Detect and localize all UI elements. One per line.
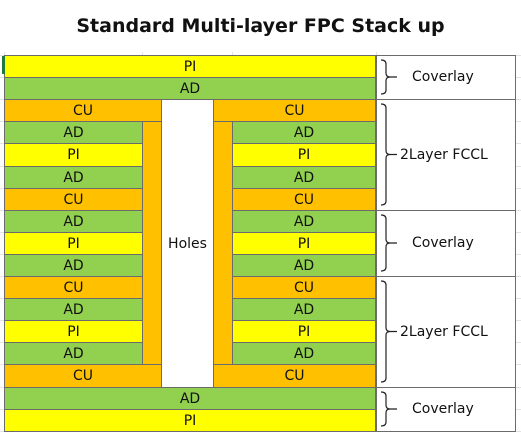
- layer-cu: CU: [213, 99, 376, 122]
- layer-ad: AD: [4, 121, 143, 144]
- layer-ad: AD: [4, 166, 143, 189]
- layer-ad: AD: [232, 210, 376, 233]
- layer-ad: AD: [232, 342, 376, 365]
- layer-cu: CU: [232, 276, 376, 299]
- layer-ad: AD: [232, 166, 376, 189]
- curly-brace-icon: [380, 214, 397, 272]
- layer-cu: CU: [4, 276, 143, 299]
- layer-cu: CU: [4, 364, 162, 388]
- layer-pi: PI: [4, 232, 143, 255]
- layer-pi: PI: [4, 409, 376, 432]
- group-label: Coverlay: [412, 235, 474, 251]
- layer-ad: AD: [232, 298, 376, 321]
- cell-selection-marker: [2, 56, 5, 74]
- layer-ad: AD: [4, 342, 143, 365]
- layer-pi: PI: [232, 320, 376, 343]
- layer-ad: AD: [4, 77, 376, 100]
- layer-ad: AD: [4, 298, 143, 321]
- layer-ad: AD: [4, 210, 143, 233]
- layer-pi: PI: [4, 320, 143, 343]
- layer-cu: CU: [4, 99, 162, 122]
- group-box: [376, 99, 516, 211]
- holes-cell: Holes: [161, 99, 214, 388]
- group-box: [376, 387, 516, 432]
- curly-brace-icon: [380, 280, 397, 383]
- group-label: 2Layer FCCL: [400, 323, 488, 340]
- layer-ad: AD: [232, 254, 376, 277]
- layer-cu: CU: [213, 364, 376, 388]
- layer-ad: AD: [4, 254, 143, 277]
- layer-cu: CU: [232, 188, 376, 211]
- plating-region: [142, 99, 161, 387]
- curly-brace-icon: [380, 103, 397, 206]
- plating-region: [213, 99, 232, 387]
- layer-cu: CU: [4, 188, 143, 211]
- group-box: [376, 55, 516, 100]
- layer-pi: PI: [4, 143, 143, 167]
- curly-brace-icon: [380, 391, 397, 427]
- diagram-title: Standard Multi-layer FPC Stack up: [0, 0, 521, 52]
- layer-pi: PI: [232, 143, 376, 167]
- layer-pi: PI: [232, 232, 376, 255]
- curly-brace-icon: [380, 59, 397, 95]
- layer-ad: AD: [232, 121, 376, 144]
- group-label: Coverlay: [412, 401, 474, 417]
- group-label: Coverlay: [412, 69, 474, 85]
- group-label: 2Layer FCCL: [400, 146, 488, 163]
- group-box: [376, 210, 516, 277]
- layer-ad: AD: [4, 387, 376, 410]
- layer-pi: PI: [4, 55, 376, 78]
